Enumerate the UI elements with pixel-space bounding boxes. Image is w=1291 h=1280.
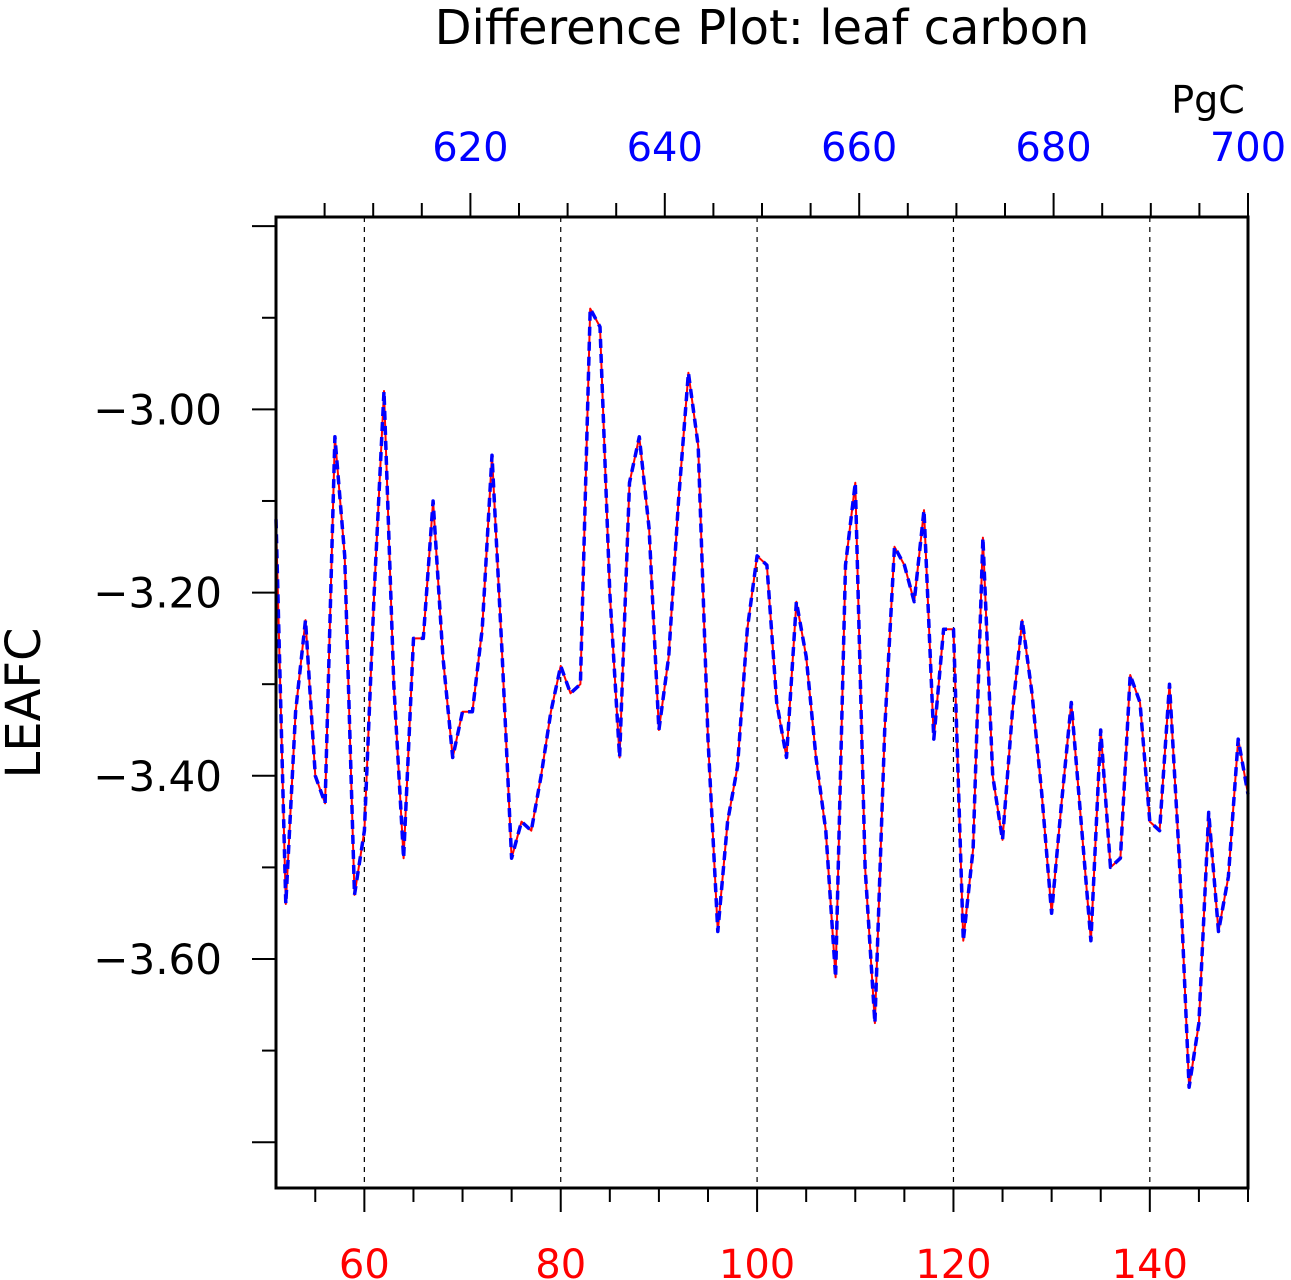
top-tick-label: 660 (821, 125, 897, 171)
top-tick-label: 700 (1210, 125, 1286, 171)
top-tick-label: 620 (432, 125, 508, 171)
bottom-tick-label: 80 (535, 1242, 586, 1280)
top-tick-label: 640 (627, 125, 703, 171)
axis-ticks (252, 193, 1249, 1212)
tick-labels: 60 80 100 120 140 620 640 660 680 700 −3.00 −3.20 −3… (93, 125, 1286, 1280)
chart-title: Difference Plot: leaf carbon (435, 0, 1090, 56)
bottom-tick-label: 60 (339, 1242, 390, 1280)
bottom-tick-label: 100 (719, 1242, 795, 1280)
y-tick-label: −3.20 (93, 569, 222, 618)
plot-frame (274, 215, 1250, 1190)
y-tick-label: −3.00 (93, 385, 222, 434)
bottom-tick-label: 140 (1112, 1242, 1188, 1280)
series-line-blue-dashed (274, 306, 1250, 1089)
grid-lines (363, 217, 1151, 1188)
top-axis-unit: PgC (1171, 78, 1245, 122)
y-tick-label: −3.60 (93, 935, 222, 984)
series-line-red (275, 307, 1249, 1089)
y-axis-label: LEAFC (0, 627, 52, 778)
y-tick-label: −3.40 (93, 752, 222, 801)
series-lines (274, 306, 1250, 1089)
top-tick-label: 680 (1015, 125, 1091, 171)
bottom-tick-label: 120 (915, 1242, 991, 1280)
